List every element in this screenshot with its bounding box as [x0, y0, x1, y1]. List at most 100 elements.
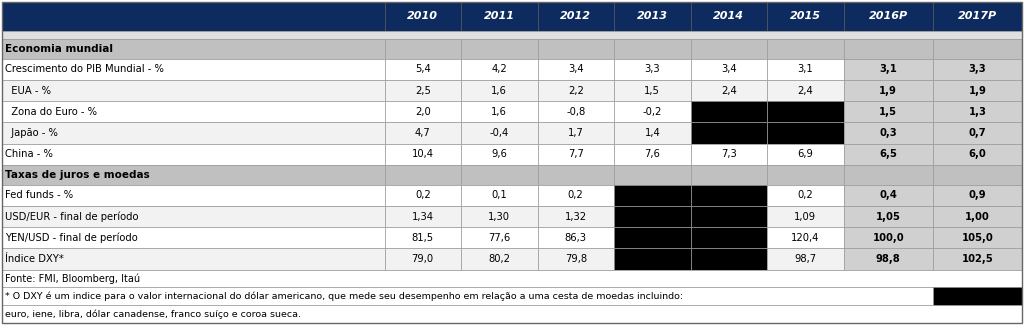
Bar	[2, 144, 384, 165]
Bar	[767, 101, 844, 123]
Text: 1,5: 1,5	[880, 107, 897, 117]
Text: -0,4: -0,4	[489, 128, 509, 138]
Text: 3,4: 3,4	[721, 64, 736, 74]
Text: 1,32: 1,32	[564, 212, 587, 222]
Text: 2,0: 2,0	[415, 107, 431, 117]
Bar	[844, 227, 933, 248]
Text: -0,2: -0,2	[643, 107, 662, 117]
Bar	[933, 101, 1022, 123]
Text: 2012: 2012	[560, 11, 591, 21]
Bar	[933, 185, 1022, 206]
Text: 79,8: 79,8	[564, 254, 587, 264]
Bar	[844, 206, 933, 227]
Text: 98,8: 98,8	[876, 254, 900, 264]
Bar	[461, 165, 538, 185]
Text: China - %: China - %	[5, 149, 53, 159]
Text: * O DXY é um indice para o valor internacional do dólar americano, que mede seu : * O DXY é um indice para o valor interna…	[5, 292, 683, 301]
Text: Índice DXY*: Índice DXY*	[5, 254, 63, 264]
Text: 80,2: 80,2	[488, 254, 510, 264]
Text: 3,4: 3,4	[568, 64, 584, 74]
Bar	[2, 248, 384, 269]
Bar	[614, 144, 690, 165]
Bar	[538, 227, 614, 248]
Bar	[690, 165, 767, 185]
Bar	[538, 2, 614, 31]
Text: 1,6: 1,6	[492, 107, 507, 117]
Text: 1,4: 1,4	[644, 128, 660, 138]
Bar	[384, 144, 461, 165]
Bar	[844, 144, 933, 165]
Bar	[384, 39, 461, 59]
Text: 0,3: 0,3	[880, 128, 897, 138]
Bar	[933, 59, 1022, 80]
Text: 86,3: 86,3	[565, 233, 587, 243]
Bar	[538, 206, 614, 227]
Bar	[690, 123, 767, 144]
Bar	[933, 206, 1022, 227]
Text: Fed funds - %: Fed funds - %	[5, 190, 73, 201]
Bar	[767, 185, 844, 206]
Text: 81,5: 81,5	[412, 233, 434, 243]
Bar	[2, 123, 384, 144]
Bar	[614, 165, 690, 185]
Bar	[2, 305, 1022, 323]
Text: 1,6: 1,6	[492, 85, 507, 96]
Bar	[461, 59, 538, 80]
Text: 2010: 2010	[408, 11, 438, 21]
Bar	[461, 80, 538, 101]
Bar	[767, 80, 844, 101]
Bar	[690, 248, 767, 269]
Text: 0,4: 0,4	[880, 190, 897, 201]
Bar	[844, 39, 933, 59]
Text: 2,4: 2,4	[721, 85, 736, 96]
Bar	[933, 165, 1022, 185]
Bar	[933, 248, 1022, 269]
Bar	[767, 165, 844, 185]
Text: 1,30: 1,30	[488, 212, 510, 222]
Text: 0,2: 0,2	[568, 190, 584, 201]
Bar	[767, 144, 844, 165]
Bar	[538, 144, 614, 165]
Text: Japão - %: Japão - %	[5, 128, 58, 138]
Text: 2016P: 2016P	[868, 11, 907, 21]
Text: YEN/USD - final de período: YEN/USD - final de período	[5, 232, 138, 243]
Text: 120,4: 120,4	[792, 233, 819, 243]
Bar	[690, 2, 767, 31]
Bar	[767, 59, 844, 80]
Text: 6,0: 6,0	[969, 149, 986, 159]
Text: 2017P: 2017P	[957, 11, 997, 21]
Text: 9,6: 9,6	[492, 149, 507, 159]
Bar	[2, 287, 1022, 305]
Text: 2011: 2011	[483, 11, 515, 21]
Text: 7,7: 7,7	[568, 149, 584, 159]
Text: 0,9: 0,9	[969, 190, 986, 201]
Bar	[461, 206, 538, 227]
Text: euro, iene, libra, dólar canadense, franco suíço e coroa sueca.: euro, iene, libra, dólar canadense, fran…	[5, 309, 301, 319]
Text: 0,7: 0,7	[969, 128, 986, 138]
Bar	[461, 248, 538, 269]
Bar	[614, 248, 690, 269]
Bar	[933, 39, 1022, 59]
Bar	[767, 39, 844, 59]
Text: 6,9: 6,9	[798, 149, 813, 159]
Bar	[767, 248, 844, 269]
Text: 1,7: 1,7	[568, 128, 584, 138]
Bar	[2, 101, 384, 123]
Bar	[614, 227, 690, 248]
Text: 3,1: 3,1	[880, 64, 897, 74]
Text: 2,5: 2,5	[415, 85, 431, 96]
Text: 1,05: 1,05	[876, 212, 900, 222]
Text: 2013: 2013	[637, 11, 668, 21]
Text: 7,6: 7,6	[644, 149, 660, 159]
Bar	[461, 144, 538, 165]
Text: 2015: 2015	[790, 11, 821, 21]
Text: 7,3: 7,3	[721, 149, 736, 159]
Bar	[844, 165, 933, 185]
Bar	[2, 59, 384, 80]
Bar	[690, 144, 767, 165]
Bar	[384, 227, 461, 248]
Text: 102,5: 102,5	[962, 254, 993, 264]
Bar	[767, 2, 844, 31]
Bar	[690, 185, 767, 206]
Bar	[690, 39, 767, 59]
